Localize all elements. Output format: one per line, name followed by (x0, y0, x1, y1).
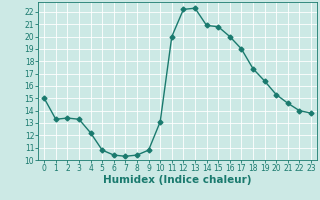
X-axis label: Humidex (Indice chaleur): Humidex (Indice chaleur) (103, 175, 252, 185)
